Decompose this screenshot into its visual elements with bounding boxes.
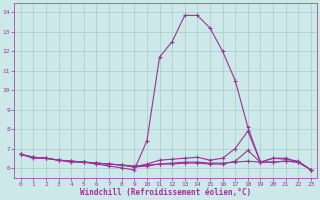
X-axis label: Windchill (Refroidissement éolien,°C): Windchill (Refroidissement éolien,°C) <box>80 188 252 197</box>
